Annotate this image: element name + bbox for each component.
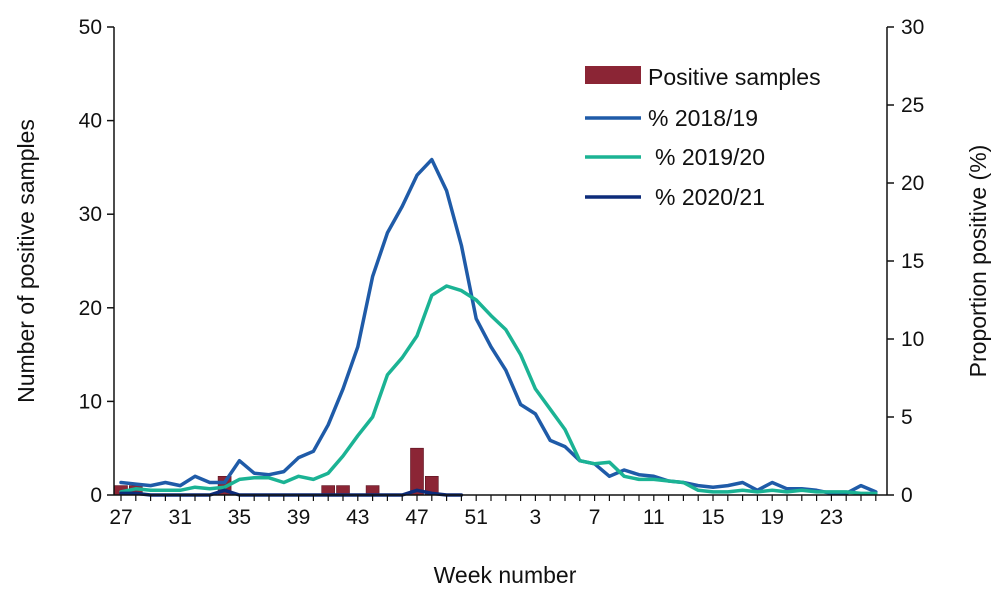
x-tick-label: 27	[109, 506, 132, 529]
line-series-1	[119, 157, 878, 496]
legend-label-2020-21: % 2020/21	[655, 184, 765, 210]
y-right-tick-label: 20	[901, 172, 924, 195]
x-tick-label: 23	[820, 506, 843, 529]
y-right-tick-label: 15	[901, 250, 924, 273]
x-tick-label: 47	[405, 506, 428, 529]
legend-label-positive-samples: Positive samples	[648, 64, 821, 90]
bar-week-47	[410, 447, 424, 496]
x-tick-label: 11	[643, 506, 665, 529]
x-tick-label: 3	[530, 506, 542, 529]
legend: Positive samples % 2018/19 % 2019/20 % 2…	[585, 64, 821, 210]
y-right-tick-label: 30	[901, 16, 924, 39]
legend-swatch-positive-samples	[585, 66, 641, 84]
y-left-tick-label: 50	[79, 16, 102, 39]
y-left-tick-label: 30	[79, 203, 102, 226]
ticks-layer: 0 10 20 30 40 50 0 5 10 15 20 25 30 27 31 35 39 43 47 51 3 7 1…	[79, 16, 925, 529]
y-left-tick-label: 20	[79, 297, 102, 320]
x-axis-title: Week number	[434, 562, 577, 588]
x-tick-label: 39	[287, 506, 310, 529]
y-right-tick-label: 10	[901, 328, 924, 351]
x-tick-label: 43	[346, 506, 369, 529]
legend-label-2018-19: % 2018/19	[648, 105, 758, 131]
x-tick-label: 31	[169, 506, 192, 529]
y-right-tick-label: 25	[901, 94, 924, 117]
y-axis-left-title: Number of positive samples	[13, 119, 39, 403]
x-tick-label: 35	[228, 506, 251, 529]
line-series-2	[119, 284, 878, 496]
x-tick-label: 15	[701, 506, 724, 529]
x-tick-label: 7	[589, 506, 601, 529]
axes-layer	[113, 27, 888, 496]
y-left-tick-label: 10	[79, 390, 102, 413]
y-left-tick-label: 0	[90, 484, 102, 507]
legend-label-2019-20: % 2019/20	[655, 144, 765, 170]
x-tick-label: 51	[465, 506, 488, 529]
x-tick-label: 19	[761, 506, 784, 529]
y-axis-right-title: Proportion positive (%)	[965, 145, 991, 378]
y-right-tick-label: 5	[901, 406, 913, 429]
y-right-tick-label: 0	[901, 484, 913, 507]
y-left-tick-label: 40	[79, 110, 102, 133]
axis-titles: Week number Number of positive samples P…	[13, 119, 991, 588]
